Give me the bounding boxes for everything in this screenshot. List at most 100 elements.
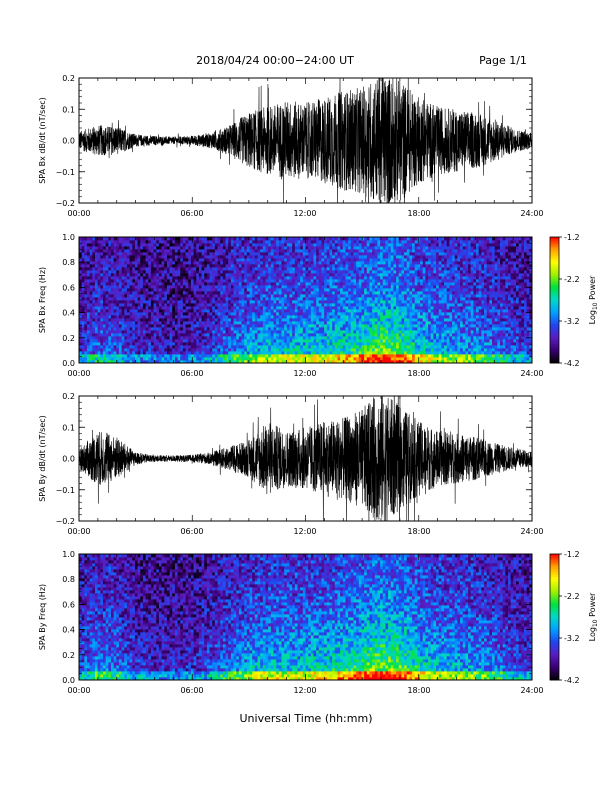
spectrogram-cell: [238, 306, 242, 310]
spectrogram-cell: [102, 354, 107, 358]
spectrogram-cell: [249, 285, 253, 289]
spectrogram-cell: [257, 249, 261, 253]
spectrogram-cell: [364, 237, 368, 241]
spectrogram-cell: [86, 279, 91, 283]
spectrogram-cell: [289, 288, 293, 292]
spectrogram-cell: [254, 354, 258, 358]
spectrogram-cell: [313, 300, 317, 304]
spectrogram-cell: [137, 282, 141, 286]
spectrogram-cell: [110, 354, 115, 358]
spectrogram-cell: [326, 291, 330, 295]
spectrogram-cell: [209, 348, 213, 352]
spectrogram-cell: [129, 240, 133, 244]
spectrogram-cell: [348, 258, 352, 262]
spectrogram-cell: [134, 300, 139, 304]
spectrogram-cell: [100, 237, 104, 241]
spectrogram-cell: [289, 237, 293, 241]
spectrogram-cell: [108, 342, 112, 346]
spectrogram-cell: [92, 306, 96, 310]
spectrogram-cell: [150, 288, 155, 292]
spectrogram-cell: [273, 354, 277, 358]
spectrogram-cell: [305, 276, 309, 280]
spectrogram-cell: [97, 270, 101, 274]
spectrogram-cell: [150, 252, 155, 256]
spectrogram-cell: [292, 273, 296, 277]
spectrogram-cell: [385, 348, 389, 352]
spectrogram-cell: [305, 252, 309, 256]
spectrogram-cell: [180, 345, 184, 349]
spectrogram-cell: [345, 360, 349, 364]
spectrogram-cell: [361, 246, 365, 250]
spectrogram-cell: [132, 318, 136, 322]
spectrogram-cell: [332, 303, 336, 307]
spectrogram-cell: [225, 279, 229, 283]
spectrogram-cell: [92, 237, 96, 241]
spectrogram-cell: [100, 246, 104, 250]
spectrogram-cell: [254, 258, 258, 262]
spectrogram-cell: [372, 240, 376, 244]
spectrogram-cell: [217, 303, 221, 307]
spectrogram-cell: [161, 318, 165, 322]
spectrogram-cell: [300, 252, 304, 256]
spectrogram-cell: [180, 243, 184, 247]
spectrogram-cell: [134, 312, 139, 316]
spectrogram-cell: [278, 303, 282, 307]
spectrogram-cell: [292, 267, 296, 271]
spectrogram-cell: [118, 318, 123, 322]
spectrogram-cell: [345, 324, 349, 328]
spectrogram-cell: [201, 246, 205, 250]
spectrogram-cell: [318, 249, 322, 253]
spectrogram-cell: [110, 306, 115, 310]
spectrogram-cell: [105, 315, 109, 319]
spectrogram-cell: [161, 333, 165, 337]
spectrogram-cell: [121, 321, 125, 325]
spectrogram-cell: [89, 297, 93, 301]
spectrogram-cell: [262, 348, 266, 352]
spectrogram-cell: [222, 255, 226, 259]
spectrogram-cell: [342, 321, 346, 325]
spectrogram-cell: [278, 243, 282, 247]
spectrogram-cell: [276, 354, 280, 358]
spectrogram-cell: [79, 297, 83, 301]
spectrogram-cell: [276, 312, 280, 316]
spectrogram-cell: [193, 246, 197, 250]
spectrogram-cell: [142, 285, 147, 289]
spectrogram-cell: [153, 267, 157, 271]
spectrogram-cell: [308, 285, 312, 289]
spectrogram-cell: [161, 327, 165, 331]
spectrogram-cell: [377, 342, 381, 346]
spectrogram-cell: [262, 276, 266, 280]
spectrogram-cell: [313, 330, 317, 334]
spectrogram-cell: [313, 327, 317, 331]
spectrogram-cell: [260, 306, 264, 310]
spectrogram-cell: [110, 309, 115, 313]
spectrogram-cell: [212, 285, 216, 289]
spectrogram-cell: [89, 327, 93, 331]
spectrogram-cell: [230, 246, 234, 250]
spectrogram-cell: [358, 324, 362, 328]
spectrogram-cell: [142, 309, 147, 313]
spectrogram-cell: [206, 297, 210, 301]
spectrogram-cell: [297, 261, 301, 265]
spectrogram-cell: [204, 312, 208, 316]
spectrogram-cell: [134, 327, 139, 331]
spectrogram-cell: [92, 348, 96, 352]
spectrogram-cell: [281, 246, 285, 250]
spectrogram-cell: [185, 306, 189, 310]
spectrogram-cell: [244, 246, 248, 250]
spectrogram-cell: [268, 255, 272, 259]
spectrogram-cell: [174, 264, 178, 268]
spectrogram-cell: [89, 354, 93, 358]
spectrogram-cell: [94, 258, 99, 262]
spectrogram-cell: [372, 258, 376, 262]
spectrogram-cell: [169, 345, 173, 349]
spectrogram-cell: [318, 279, 322, 283]
spectrogram-cell: [169, 279, 173, 283]
spectrogram-cell: [318, 336, 322, 340]
spectrogram-cell: [145, 306, 149, 310]
spectrogram-cell: [244, 261, 248, 265]
spectrogram-cell: [316, 291, 320, 295]
spectrogram-cell: [294, 354, 298, 358]
spectrogram-cell: [102, 345, 107, 349]
spectrogram-cell: [89, 252, 93, 256]
